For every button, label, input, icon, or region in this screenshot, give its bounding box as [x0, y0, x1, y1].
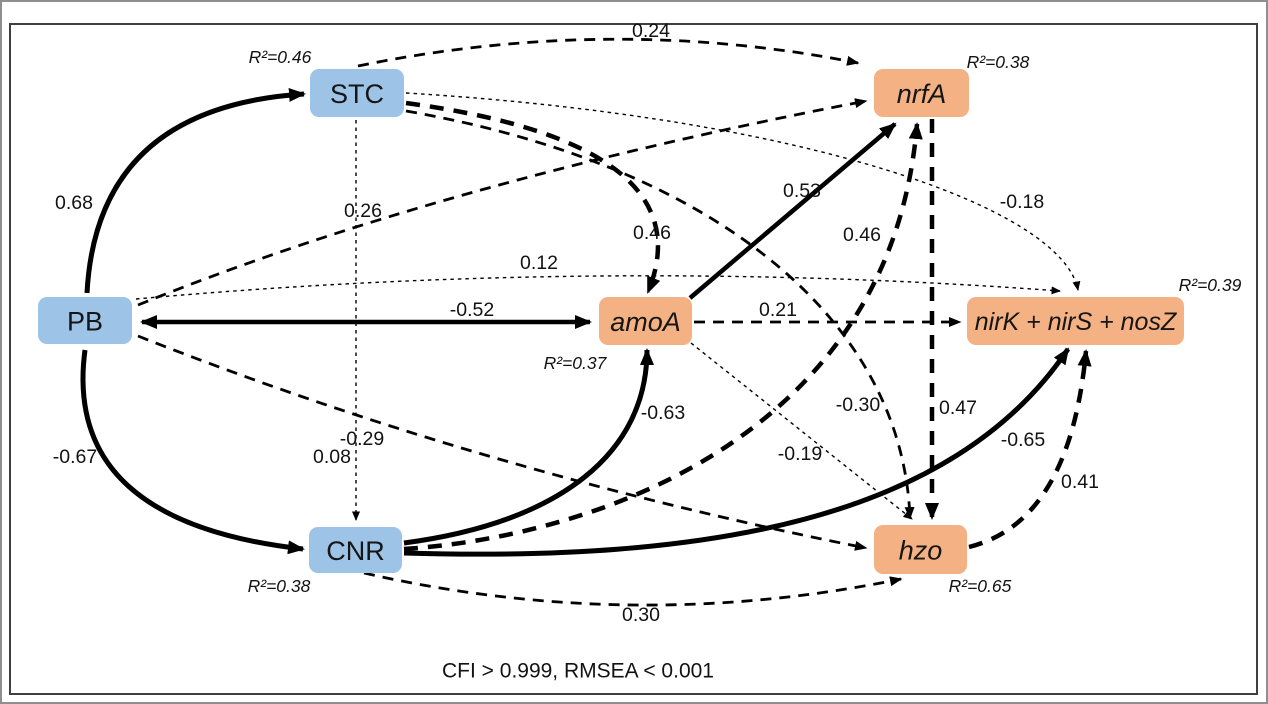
- edge-hzo-nirk: [968, 349, 1092, 550]
- coef-pb-hzo: -0.29: [340, 428, 384, 450]
- node-nirk-label: nirK + nirS + nosZ: [975, 308, 1177, 336]
- node-stc-label: STC: [330, 79, 384, 109]
- edge-amoa-nrfa: [688, 122, 897, 300]
- node-pb-box: [38, 297, 132, 344]
- labels-group: 0.68 -0.67 -0.52 0.26 0.12 -0.29 0.24 0.46 0.08 -…: [53, 20, 1242, 626]
- edge-cnr-nirk: [403, 347, 1071, 557]
- node-cnr-box: [309, 527, 402, 573]
- coef-stc-nirk: -0.18: [1000, 191, 1044, 213]
- node-cnr-label: CNR: [326, 536, 385, 566]
- node-nrfa-r2: R²=0.38: [967, 52, 1030, 72]
- coef-stc-hzo: -0.30: [836, 394, 881, 416]
- node-amoa-box: [599, 297, 692, 345]
- node-stc-r2: R²=0.46: [249, 47, 312, 67]
- edge-pb-hzo: [137, 334, 868, 551]
- fit-statistics: CFI > 0.999, RMSEA < 0.001: [442, 660, 714, 683]
- edge-cnr-nrfa: [403, 122, 923, 552]
- coef-hzo-nirk: 0.41: [1061, 471, 1099, 493]
- coef-cnr-hzo: 0.30: [622, 604, 660, 626]
- edge-cnr-amoa: [403, 348, 654, 546]
- node-pb-label: PB: [67, 307, 103, 337]
- node-nrfa-label: nrfA: [897, 79, 947, 109]
- coef-amoa-nrfa: 0.53: [783, 180, 821, 202]
- coef-stc-amoa: 0.46: [633, 222, 671, 244]
- edge-pb-cnr: [80, 349, 305, 555]
- node-amoa-r2: R²=0.37: [544, 353, 608, 373]
- coef-stc-nrfa: 0.24: [632, 20, 670, 42]
- coef-amoa-nirk: 0.21: [759, 299, 797, 321]
- coef-nrfa-hzo: 0.47: [939, 397, 977, 419]
- nodes-group: PB STC CNR amoA nrfA nirK + nirS + nosZ hzo: [38, 69, 1184, 574]
- node-nirk-r2: R²=0.39: [1179, 275, 1242, 295]
- edges-group: [80, 37, 1092, 607]
- node-cnr-r2: R²=0.38: [248, 576, 311, 596]
- edge-pb-nrfa: [137, 98, 868, 307]
- node-hzo-r2: R²=0.65: [949, 576, 1012, 596]
- node-hzo-label: hzo: [899, 536, 943, 566]
- coef-pb-nrfa: 0.26: [344, 200, 382, 222]
- node-nrfa-box: [874, 69, 969, 117]
- node-nirk-box: [967, 297, 1184, 345]
- coef-cnr-nirk: -0.65: [1001, 429, 1046, 451]
- edge-pb-stc: [84, 87, 306, 294]
- coef-amoa-hzo: -0.19: [778, 443, 822, 465]
- edge-cnr-hzo: [363, 571, 903, 607]
- coef-cnr-nrfa: 0.46: [843, 224, 881, 246]
- coef-pb-cnr: -0.67: [53, 446, 97, 468]
- coef-pb-amoa: -0.52: [450, 299, 494, 321]
- coef-stc-cnr: 0.08: [313, 446, 351, 468]
- coef-cnr-amoa: -0.63: [641, 402, 685, 424]
- edge-stc-amoa: [405, 100, 661, 294]
- edge-stc-nrfa: [357, 37, 860, 68]
- edge-stc-hzo: [405, 109, 915, 520]
- coef-pb-stc: 0.68: [55, 192, 93, 214]
- figure-frame: [9, 23, 1258, 695]
- edge-amoa-hzo: [690, 342, 913, 520]
- edge-pb-nirk: [135, 275, 1061, 300]
- node-stc-box: [310, 69, 404, 117]
- node-hzo-box: [874, 525, 967, 574]
- coef-pb-nirk: 0.12: [520, 252, 558, 274]
- node-amoa-label: amoA: [610, 307, 681, 337]
